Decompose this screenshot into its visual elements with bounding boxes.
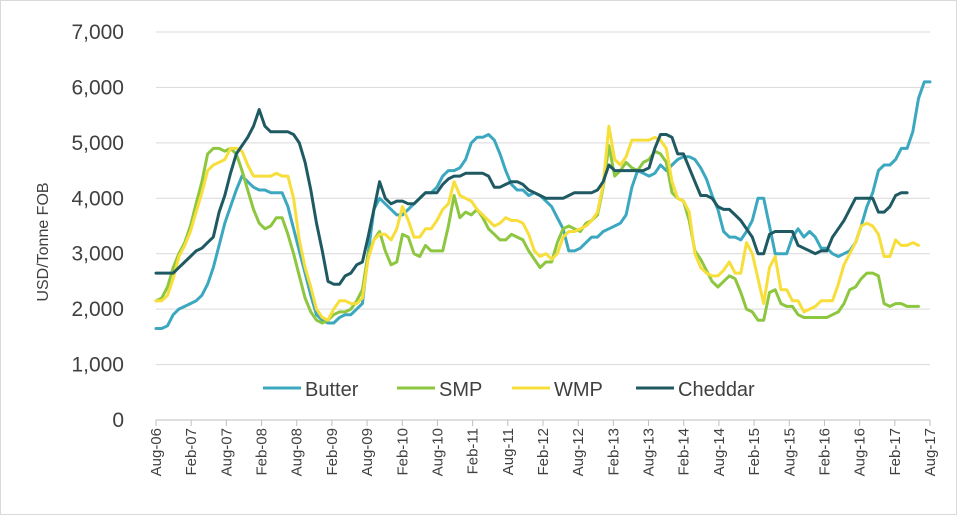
series-line-cheddar <box>154 108 909 286</box>
y-tick-label: 2,000 <box>71 298 124 321</box>
y-tick-label: 0 <box>112 409 124 432</box>
x-tick-label: Feb-07 <box>183 428 200 476</box>
x-tick-label: Aug-11 <box>500 428 517 475</box>
x-tick-label: Feb-12 <box>535 428 552 476</box>
legend-label: SMP <box>439 379 482 401</box>
x-tick-label: Aug-10 <box>429 428 446 476</box>
x-tick-label: Feb-09 <box>324 428 341 476</box>
y-tick-label: 3,000 <box>71 243 124 266</box>
y-axis-ticks: 0 1,000 2,000 3,000 4,000 5,000 6,000 7,000 <box>71 21 124 432</box>
x-tick-label: Feb-15 <box>746 428 763 476</box>
series-line-butter <box>154 80 932 330</box>
x-tick-label: Aug-14 <box>711 428 728 476</box>
y-tick-label: 5,000 <box>71 132 124 155</box>
x-tick-label: Aug-16 <box>852 428 869 476</box>
legend-label: Butter <box>305 379 359 401</box>
x-tick-label: Aug-17 <box>922 428 939 476</box>
x-tick-label: Aug-07 <box>218 428 235 476</box>
x-tick-label: Aug-12 <box>570 428 587 476</box>
legend-label: WMP <box>554 379 603 401</box>
x-tick-label: Feb-13 <box>605 428 622 476</box>
y-axis-label: USD/Tonne FOB <box>35 182 52 301</box>
x-tick-label: Feb-10 <box>394 428 411 476</box>
x-tick-label: Feb-17 <box>887 428 904 476</box>
x-tick-label: Aug-08 <box>289 428 306 476</box>
x-tick-label: Aug-13 <box>641 428 658 476</box>
legend-label: Cheddar <box>678 379 755 401</box>
series-line-wmp <box>154 124 920 322</box>
x-tick-label: Aug-06 <box>148 428 165 476</box>
y-tick-label: 7,000 <box>71 21 124 44</box>
legend: Butter SMP WMP Cheddar <box>263 379 755 401</box>
y-tick-label: 1,000 <box>71 354 124 377</box>
x-tick-label: Feb-08 <box>254 428 271 476</box>
x-axis: Aug-06 Feb-07 Aug-07 Feb-08 Aug-08 Feb-09 Aug-… <box>148 419 939 476</box>
x-tick-label: Aug-09 <box>359 428 376 476</box>
x-tick-label: Feb-16 <box>816 428 833 476</box>
y-tick-label: 6,000 <box>71 76 124 99</box>
series-lines <box>154 80 932 330</box>
x-tick-label: Feb-11 <box>465 428 482 474</box>
x-tick-label: Feb-14 <box>676 428 693 476</box>
y-tick-label: 4,000 <box>71 187 124 210</box>
x-tick-label: Aug-15 <box>781 428 798 476</box>
series-line-smp <box>154 144 920 325</box>
